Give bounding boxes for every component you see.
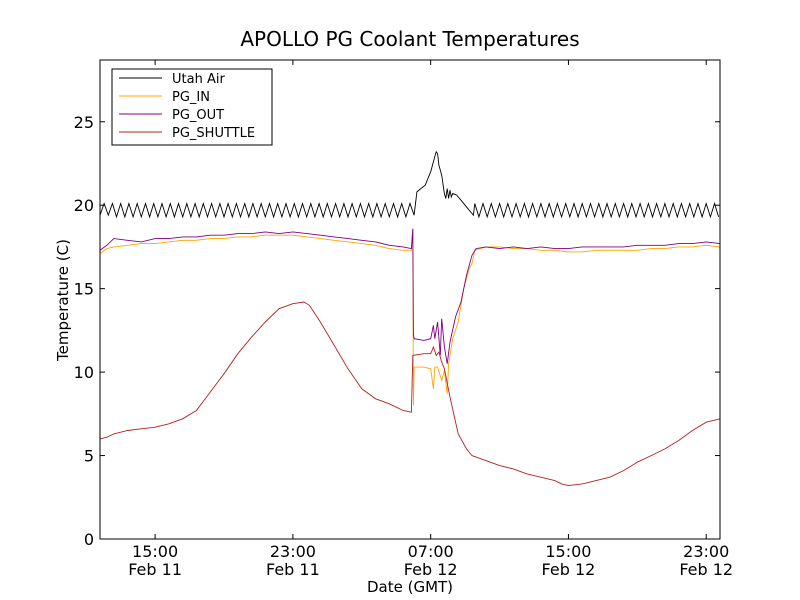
x-axis-label: Date (GMT) xyxy=(367,578,453,596)
y-tick-label: 20 xyxy=(74,196,94,215)
x-tick-label-time: 07:00 xyxy=(408,542,454,561)
x-tick-label-time: 15:00 xyxy=(132,542,178,561)
x-tick-label-time: 23:00 xyxy=(683,542,729,561)
legend-label-pg-shuttle: PG_SHUTTLE xyxy=(172,126,255,141)
series-line-pg-in xyxy=(99,228,721,406)
x-tick-label-time: 23:00 xyxy=(270,542,316,561)
y-tick-label: 25 xyxy=(74,113,94,132)
legend-label-pg-out: PG_OUT xyxy=(172,108,224,123)
series-line-utah-air xyxy=(99,150,720,219)
series-line-pg-out xyxy=(99,228,721,364)
chart-title: APOLLO PG Coolant Temperatures xyxy=(240,27,579,51)
plot-frame xyxy=(99,59,721,540)
y-tick-label: 0 xyxy=(84,530,94,549)
y-tick-label: 5 xyxy=(84,447,94,466)
x-tick-label-date: Feb 12 xyxy=(404,560,458,579)
y-axis-label: Temperature (C) xyxy=(54,239,72,362)
x-tick-label-date: Feb 12 xyxy=(679,560,733,579)
legend-label-utah-air: Utah Air xyxy=(172,72,225,87)
legend-label-pg-in: PG_IN xyxy=(172,90,210,105)
x-tick-label-date: Feb 12 xyxy=(542,560,596,579)
legend: Utah Air PG_IN PG_OUT PG_SHUTTLE xyxy=(111,68,273,146)
y-tick-label: 10 xyxy=(74,363,94,382)
series-layer xyxy=(99,150,721,487)
y-axis: 0 5 10 15 20 25 xyxy=(74,113,720,549)
y-tick-label: 15 xyxy=(74,280,94,299)
x-tick-label-time: 15:00 xyxy=(545,542,591,561)
series-line-pg-shuttle xyxy=(99,301,721,487)
x-tick-label-date: Feb 11 xyxy=(266,560,320,579)
x-tick-label-date: Feb 11 xyxy=(128,560,182,579)
